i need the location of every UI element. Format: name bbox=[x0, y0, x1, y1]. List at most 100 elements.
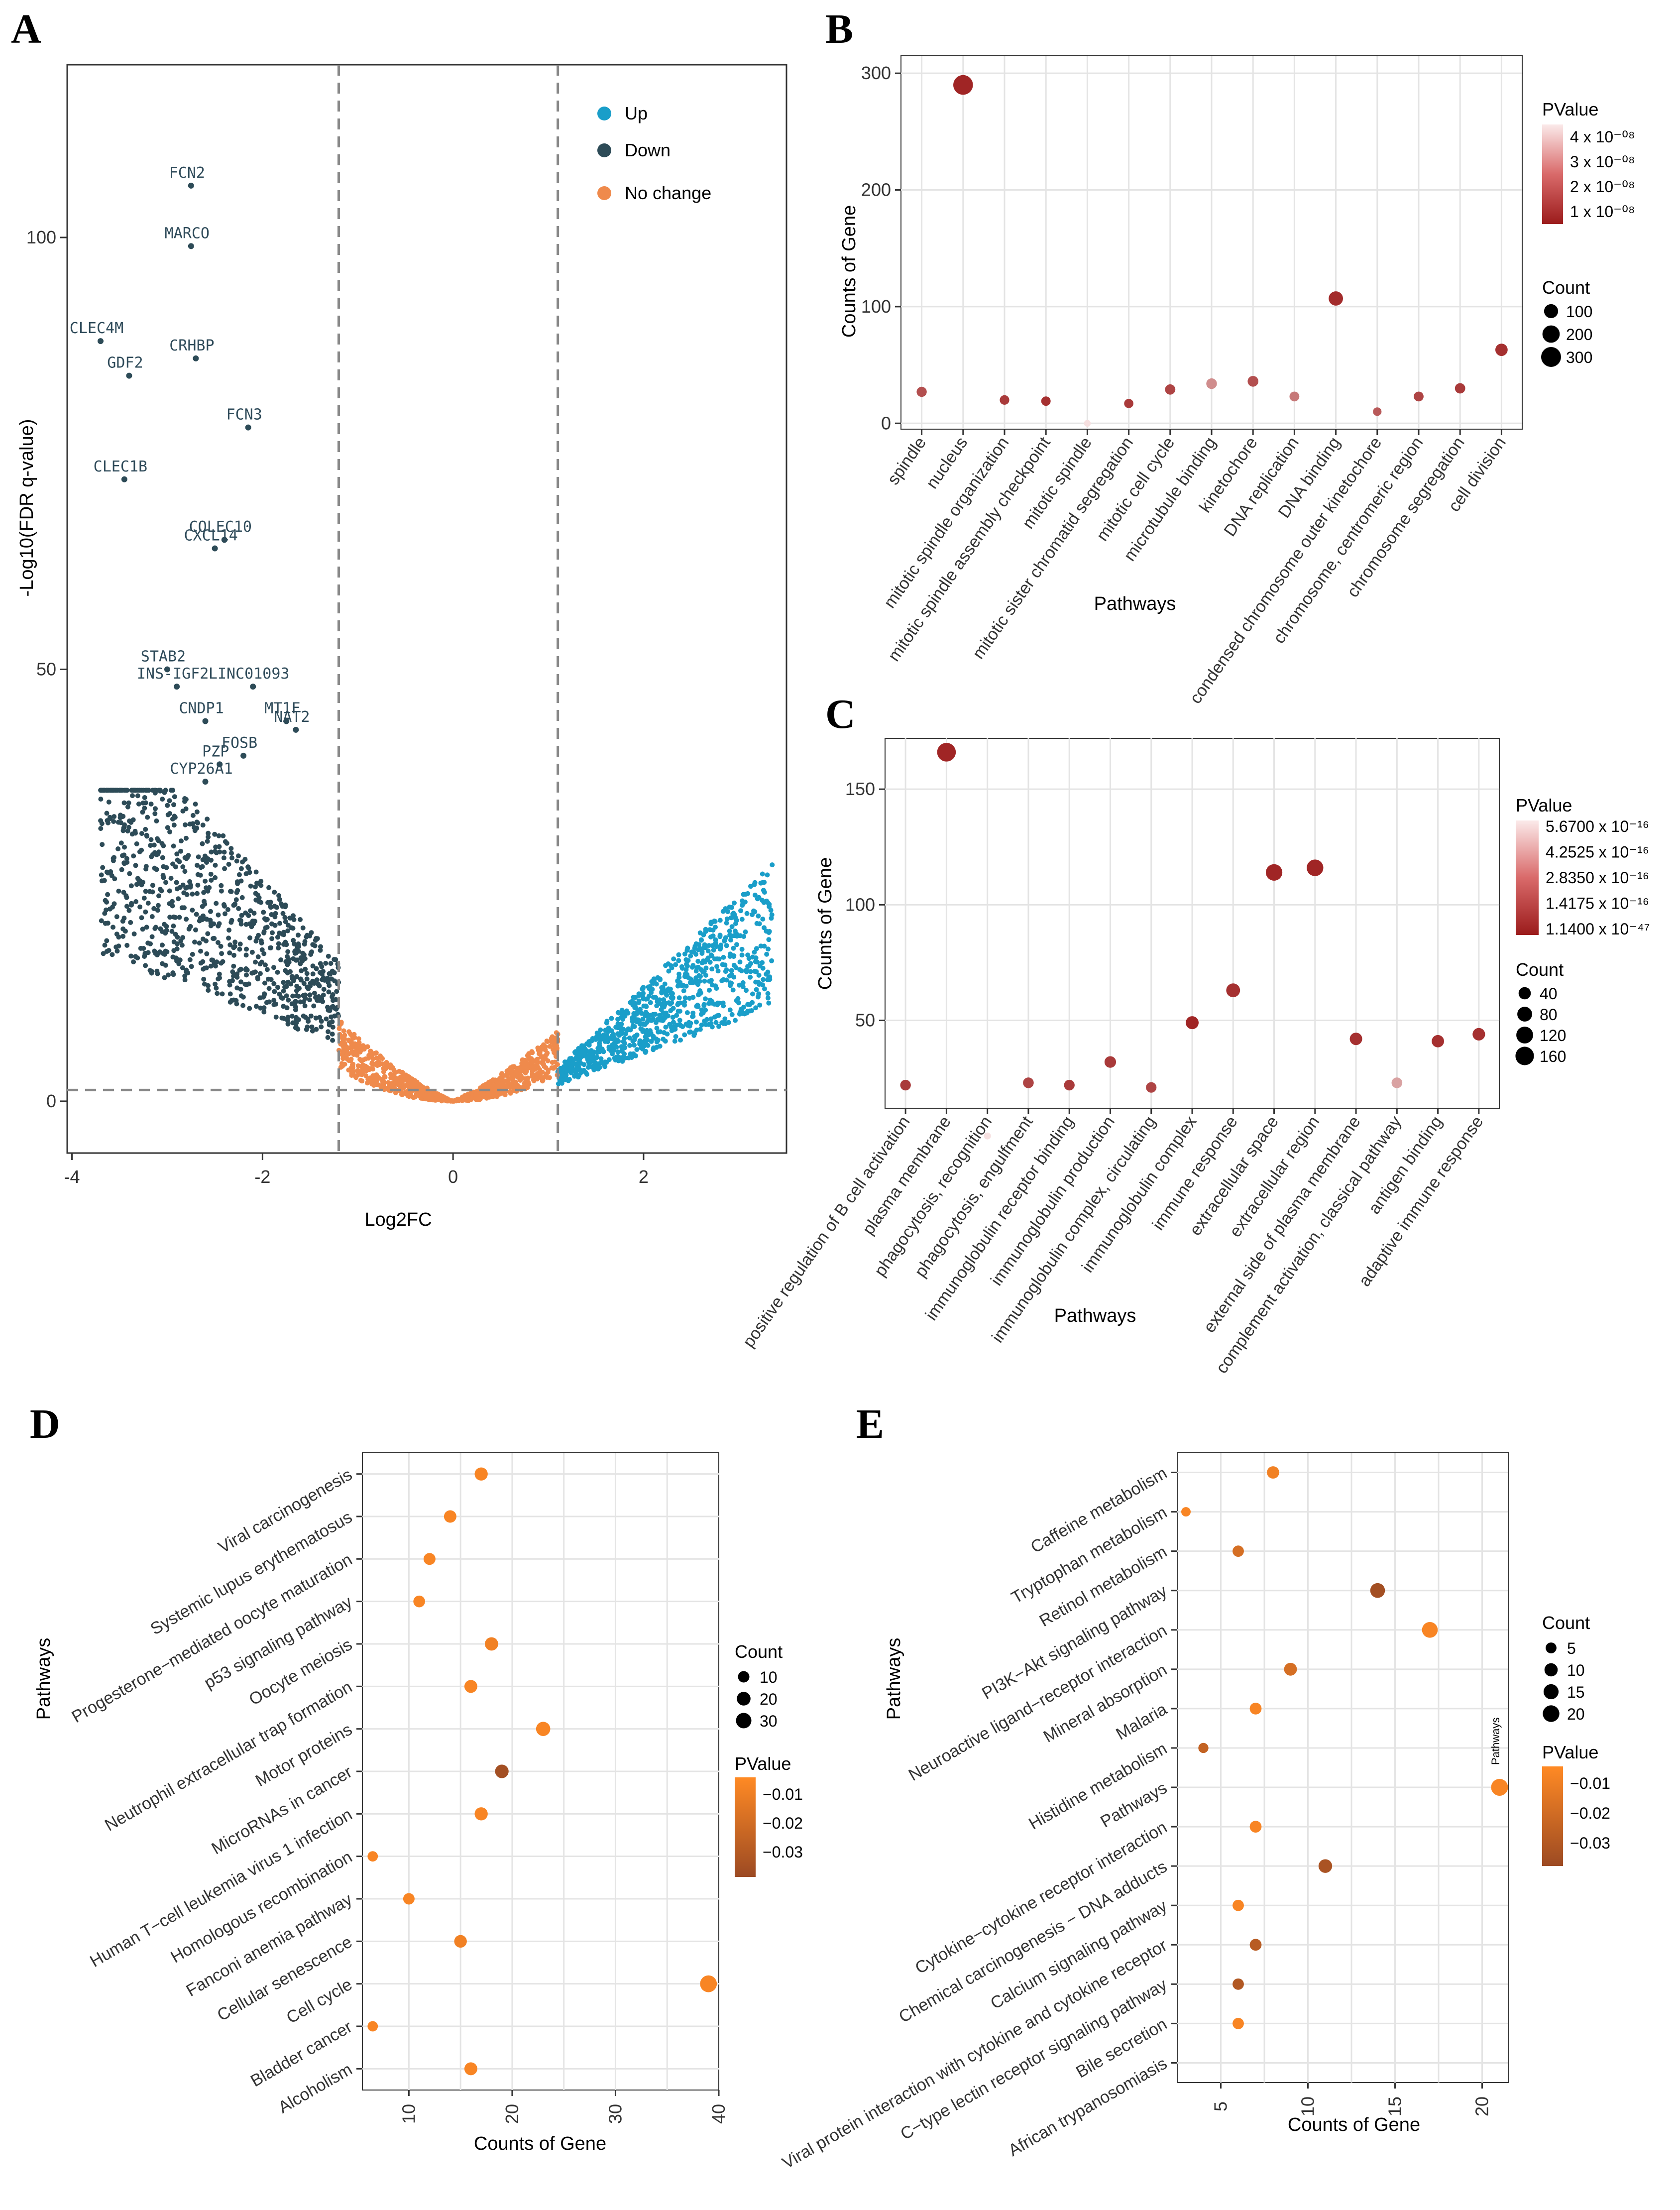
volcano-point bbox=[127, 871, 132, 876]
gene-point bbox=[193, 355, 199, 361]
volcano-point bbox=[381, 1079, 386, 1085]
volcano-point bbox=[765, 991, 771, 996]
count-key-dot bbox=[1542, 325, 1560, 343]
pvalue-tick-label: 1.1400 x 10⁻⁴⁷ bbox=[1546, 920, 1650, 938]
volcano-point bbox=[589, 1038, 594, 1044]
volcano-point bbox=[195, 872, 201, 877]
volcano-point bbox=[329, 1014, 334, 1020]
volcano-point bbox=[659, 1007, 664, 1012]
volcano-point bbox=[122, 822, 127, 827]
gene-label: FCN3 bbox=[226, 406, 262, 424]
volcano-point bbox=[627, 1035, 632, 1041]
volcano-point bbox=[360, 1062, 365, 1067]
volcano-point bbox=[285, 1015, 291, 1020]
volcano-point bbox=[239, 895, 245, 900]
volcano-point bbox=[111, 858, 116, 863]
volcano-point bbox=[305, 1024, 310, 1030]
y-axis-title-a: -Log10(FDR q-value) bbox=[16, 419, 37, 597]
volcano-point bbox=[214, 901, 219, 906]
volcano-point bbox=[112, 814, 117, 819]
volcano-point bbox=[141, 788, 146, 793]
volcano-point bbox=[124, 904, 129, 909]
x-tick-label: 2 bbox=[639, 1166, 649, 1187]
volcano-point bbox=[646, 984, 651, 990]
volcano-point bbox=[145, 950, 151, 955]
volcano-point bbox=[671, 956, 676, 962]
volcano-point bbox=[122, 844, 127, 850]
volcano-point bbox=[115, 846, 121, 851]
volcano-point bbox=[768, 908, 774, 913]
volcano-point bbox=[748, 961, 754, 966]
volcano-point bbox=[273, 1014, 279, 1020]
volcano-point bbox=[651, 995, 656, 1000]
volcano-point bbox=[281, 980, 286, 985]
volcano-point bbox=[657, 1013, 663, 1018]
volcano-point bbox=[619, 1022, 624, 1027]
volcano-point bbox=[709, 1024, 715, 1030]
volcano-point bbox=[675, 983, 680, 989]
volcano-point bbox=[688, 953, 693, 959]
volcano-point bbox=[151, 906, 157, 911]
volcano-point bbox=[754, 921, 760, 926]
volcano-point bbox=[223, 911, 227, 917]
gene-label: COLEC10 bbox=[189, 518, 252, 536]
volcano-point bbox=[184, 856, 189, 861]
volcano-point bbox=[326, 1029, 331, 1035]
gene-label: CRHBP bbox=[169, 337, 214, 354]
volcano-point bbox=[296, 944, 301, 949]
volcano-point bbox=[668, 1008, 673, 1013]
volcano-point bbox=[328, 961, 334, 966]
volcano-point bbox=[725, 909, 730, 915]
volcano-point bbox=[756, 991, 762, 997]
volcano-point bbox=[724, 943, 729, 948]
volcano-point bbox=[116, 888, 121, 894]
volcano-point bbox=[597, 1043, 602, 1048]
volcano-point bbox=[529, 1049, 535, 1054]
volcano-point bbox=[173, 915, 178, 920]
volcano-point bbox=[490, 1077, 496, 1082]
volcano-point bbox=[312, 990, 317, 996]
volcano-point bbox=[139, 847, 144, 853]
volcano-point bbox=[378, 1083, 383, 1088]
volcano-point bbox=[662, 981, 668, 987]
volcano-point bbox=[739, 968, 744, 974]
volcano-point bbox=[315, 936, 320, 941]
count-key-label: 20 bbox=[1567, 1705, 1585, 1723]
volcano-point bbox=[235, 888, 240, 893]
volcano-point bbox=[154, 818, 159, 823]
volcano-point bbox=[307, 997, 312, 1003]
x-tick-label: 5 bbox=[1211, 2101, 1231, 2111]
volcano-point bbox=[712, 919, 717, 924]
volcano-point bbox=[515, 1065, 520, 1071]
volcano-point bbox=[382, 1087, 387, 1092]
volcano-point bbox=[149, 934, 155, 939]
count-key-dot bbox=[738, 1671, 750, 1683]
volcano-point bbox=[631, 1015, 637, 1020]
volcano-point bbox=[159, 888, 164, 894]
volcano-point bbox=[435, 1096, 440, 1101]
y-axis-title-d: Pathways bbox=[33, 1638, 54, 1720]
x-tick-label: -4 bbox=[64, 1166, 80, 1187]
legend-c: PValue 5.6700 x 10⁻¹⁶ 4.2525 x 10⁻¹⁶ 2.835… bbox=[1515, 795, 1650, 1065]
volcano-point bbox=[689, 949, 694, 955]
dot-immunoglobulin-complex bbox=[1186, 1016, 1199, 1030]
volcano-point bbox=[583, 1069, 588, 1075]
volcano-point bbox=[155, 903, 161, 908]
volcano-point bbox=[730, 987, 736, 993]
volcano-point bbox=[668, 986, 673, 992]
dot-phagocytosis-engulfment bbox=[1023, 1077, 1034, 1088]
volcano-point bbox=[739, 946, 745, 952]
dot-nucleus bbox=[953, 75, 973, 95]
volcano-point bbox=[755, 959, 760, 965]
volcano-point bbox=[659, 1018, 664, 1023]
threshold-lines bbox=[67, 65, 786, 1153]
volcano-point bbox=[247, 1006, 252, 1011]
volcano-point bbox=[190, 813, 196, 818]
dot-bile-secretion bbox=[1232, 2018, 1244, 2029]
volcano-point bbox=[767, 902, 772, 907]
volcano-point bbox=[245, 864, 251, 870]
volcano-point bbox=[694, 1028, 699, 1033]
volcano-point bbox=[673, 1034, 678, 1039]
gene-labels: CLEC4GFCN2MARCOCLEC4MCRHBPGDF2FCN3CLEC1B… bbox=[70, 164, 310, 785]
